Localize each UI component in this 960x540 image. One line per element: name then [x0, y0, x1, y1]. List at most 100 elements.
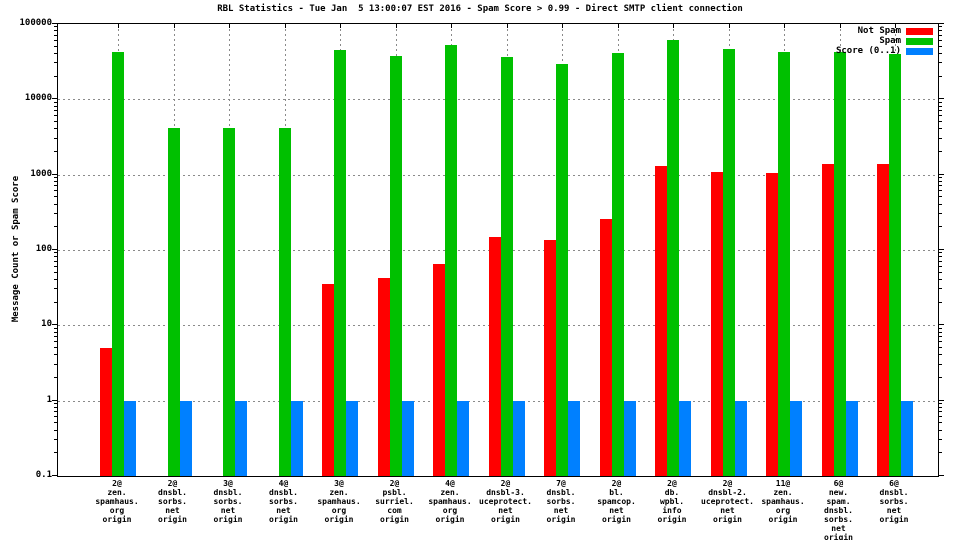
- y-minortick-left: [54, 110, 57, 111]
- y-minortick-right: [939, 185, 942, 187]
- bar-score-0-1-: [623, 400, 636, 476]
- y-minortick-right: [939, 110, 942, 111]
- y-minortick-right: [939, 39, 942, 41]
- y-minortick-right: [939, 128, 942, 130]
- y-minortick-right: [939, 196, 942, 198]
- y-minortick-right: [939, 45, 942, 47]
- y-tick-right: [939, 23, 944, 24]
- y-minortick-left: [54, 101, 57, 103]
- bar-score-0-1-: [790, 400, 802, 476]
- bar-spam: [722, 48, 735, 476]
- x-tick-top: [229, 24, 230, 28]
- bar-not-spam: [100, 348, 112, 476]
- y-minortick-left: [54, 105, 57, 107]
- bar-not-spam: [544, 240, 556, 476]
- y-minortick-right: [939, 403, 942, 405]
- y-minortick-right: [939, 105, 942, 107]
- y-tick-label: 10: [41, 319, 52, 330]
- chart-title: RBL Statistics - Tue Jan 5 13:00:07 EST …: [217, 4, 743, 14]
- y-minortick-right: [939, 180, 942, 182]
- bar-spam: [778, 51, 790, 476]
- y-minortick-right: [939, 429, 942, 431]
- y-minortick-left: [54, 288, 57, 290]
- y-minortick-right: [939, 278, 942, 280]
- y-minortick-right: [939, 376, 942, 378]
- y-minortick-left: [54, 327, 57, 329]
- y-tick-label: 1000: [30, 168, 52, 179]
- y-minortick-left: [54, 45, 57, 47]
- y-minortick-right: [939, 260, 942, 262]
- x-category-label: 3@ zen. spamhaus. org origin: [317, 479, 361, 524]
- y-minortick-left: [54, 180, 57, 182]
- bar-score-0-1-: [346, 400, 358, 476]
- legend-label-not-spam: Not Spam: [857, 26, 901, 36]
- y-minortick-right: [939, 288, 942, 290]
- y-minortick-left: [54, 439, 57, 441]
- y-minortick-left: [54, 196, 57, 198]
- y-minortick-left: [54, 301, 57, 303]
- y-minortick-right: [939, 226, 942, 228]
- y-minortick-left: [54, 190, 57, 192]
- bar-score-0-1-: [568, 400, 580, 476]
- y-tick-left: [52, 324, 57, 326]
- x-tick-top: [562, 24, 563, 28]
- legend-row-spam: Spam: [836, 37, 933, 46]
- y-minortick-left: [54, 121, 57, 122]
- y-minortick-left: [54, 278, 57, 280]
- bar-not-spam: [488, 236, 501, 476]
- x-tick-top: [673, 24, 674, 28]
- y-minortick-right: [939, 150, 942, 152]
- y-minortick-right: [939, 75, 942, 77]
- x-tick-top: [784, 24, 785, 28]
- y-minortick-left: [54, 213, 57, 215]
- y-minortick-left: [54, 150, 57, 152]
- bar-score-0-1-: [124, 400, 136, 476]
- y-tick-left: [52, 249, 57, 250]
- x-category-label: 6@ new. spam. dnsbl. sorbs. net origin: [824, 479, 853, 540]
- x-category-label: 4@ dnsbl. sorbs. net origin: [269, 479, 298, 524]
- bar-spam: [112, 52, 124, 476]
- y-tick-left: [52, 98, 57, 100]
- x-tick-top: [506, 24, 508, 28]
- y-minortick-right: [939, 354, 942, 356]
- y-minortick-right: [939, 30, 942, 32]
- bar-spam: [889, 53, 901, 476]
- x-category-label: 2@ bl. spamcop. net origin: [597, 479, 636, 524]
- bar-spam: [223, 127, 235, 476]
- bar-spam: [667, 39, 679, 476]
- y-minortick-right: [939, 406, 942, 408]
- y-minortick-right: [939, 121, 942, 122]
- y-minortick-right: [939, 256, 942, 258]
- h-gridline: [58, 99, 938, 101]
- y-tick-label: 0.1: [35, 470, 52, 480]
- x-category-label: 11@ zen. spamhaus. org origin: [761, 479, 805, 524]
- x-category-label: 3@ dnsbl. sorbs. net origin: [213, 479, 243, 524]
- y-tick-right: [939, 475, 944, 476]
- bar-spam: [389, 55, 402, 476]
- legend-row-not-spam: Not Spam: [836, 26, 933, 36]
- y-minortick-left: [54, 347, 57, 348]
- y-minortick-right: [939, 213, 942, 215]
- bar-score-0-1-: [512, 400, 525, 476]
- bar-spam: [334, 50, 346, 476]
- y-minortick-left: [54, 260, 57, 262]
- y-minortick-right: [939, 327, 942, 329]
- y-minortick-left: [54, 354, 57, 356]
- y-minortick-right: [939, 271, 942, 273]
- bar-score-0-1-: [734, 400, 747, 476]
- y-minortick-right: [939, 422, 942, 424]
- bar-spam: [556, 64, 568, 476]
- y-minortick-left: [54, 411, 57, 413]
- y-minortick-left: [54, 376, 57, 378]
- y-minortick-left: [54, 256, 57, 258]
- bar-not-spam: [655, 166, 667, 476]
- y-tick-right: [939, 399, 944, 401]
- bar-spam: [445, 44, 457, 476]
- y-minortick-left: [54, 252, 57, 254]
- bar-score-0-1-: [457, 400, 469, 476]
- y-tick-left: [52, 475, 57, 476]
- y-tick-right: [939, 249, 944, 250]
- x-tick-top: [617, 24, 619, 28]
- y-minortick-right: [939, 101, 942, 103]
- bar-not-spam: [433, 264, 445, 476]
